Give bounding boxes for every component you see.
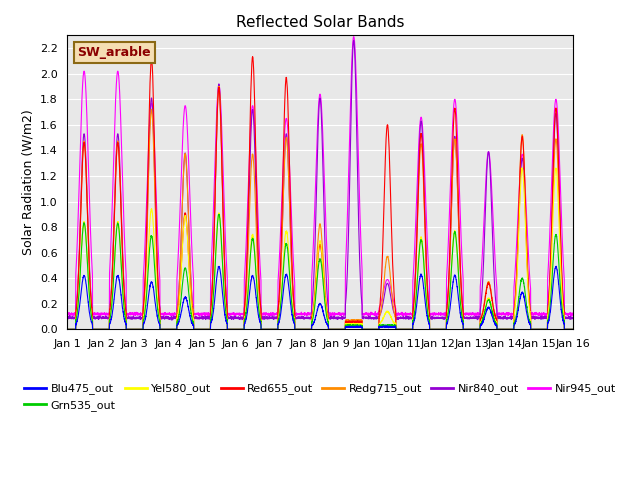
Nir840_out — [568, 314, 576, 320]
Grn535_out — [405, 326, 413, 332]
Grn535_out — [63, 326, 71, 332]
Title: Reflected Solar Bands: Reflected Solar Bands — [236, 15, 404, 30]
Nir840_out — [433, 315, 441, 321]
Yel580_out — [433, 326, 441, 332]
Red655_out — [154, 281, 162, 287]
Blu475_out — [433, 326, 441, 332]
Grn535_out — [301, 326, 308, 332]
Nir840_out — [301, 315, 308, 321]
Line: Blu475_out: Blu475_out — [67, 266, 573, 329]
Red655_out — [405, 326, 413, 332]
Grn535_out — [462, 326, 470, 332]
Red655_out — [63, 326, 71, 332]
Line: Red655_out: Red655_out — [67, 57, 573, 329]
Red655_out — [569, 326, 577, 332]
Red655_out — [462, 326, 470, 332]
Yel580_out — [569, 326, 577, 332]
Yel580_out — [568, 326, 576, 332]
Redg715_out — [154, 288, 162, 293]
Blu475_out — [552, 264, 560, 269]
Nir945_out — [433, 311, 441, 317]
Redg715_out — [63, 326, 71, 332]
Line: Yel580_out: Yel580_out — [67, 168, 573, 329]
Y-axis label: Solar Radiation (W/m2): Solar Radiation (W/m2) — [21, 109, 34, 255]
Redg715_out — [433, 326, 441, 332]
Yel580_out — [63, 326, 71, 332]
Nir945_out — [301, 310, 308, 315]
Redg715_out — [569, 326, 577, 332]
Nir840_out — [569, 315, 577, 321]
Nir945_out — [405, 312, 413, 317]
Yel580_out — [518, 165, 526, 171]
Nir840_out — [168, 317, 176, 323]
Red655_out — [301, 326, 308, 332]
Blu475_out — [63, 326, 71, 332]
Blu475_out — [154, 318, 162, 324]
Line: Nir945_out: Nir945_out — [67, 36, 573, 316]
Nir840_out — [350, 37, 358, 43]
Line: Redg715_out: Redg715_out — [67, 86, 573, 329]
Nir945_out — [568, 312, 576, 317]
Nir840_out — [462, 315, 470, 321]
Redg715_out — [215, 84, 223, 89]
Grn535_out — [154, 310, 162, 315]
Red655_out — [249, 54, 257, 60]
Line: Grn535_out: Grn535_out — [67, 215, 573, 329]
Grn535_out — [433, 326, 441, 332]
Nir945_out — [350, 34, 358, 39]
Nir945_out — [154, 244, 162, 250]
Yel580_out — [301, 326, 308, 332]
Blu475_out — [568, 326, 576, 332]
Yel580_out — [405, 326, 413, 332]
Red655_out — [568, 326, 576, 332]
Redg715_out — [568, 326, 576, 332]
Nir945_out — [462, 312, 470, 317]
Redg715_out — [301, 326, 308, 332]
Line: Nir840_out: Nir840_out — [67, 40, 573, 320]
Blu475_out — [461, 326, 469, 332]
Grn535_out — [569, 326, 577, 332]
Yel580_out — [461, 326, 469, 332]
Blu475_out — [301, 326, 308, 332]
Nir840_out — [154, 283, 162, 289]
Nir945_out — [63, 311, 71, 317]
Grn535_out — [568, 326, 576, 332]
Nir945_out — [569, 311, 577, 316]
Blu475_out — [569, 326, 577, 332]
Yel580_out — [154, 304, 162, 310]
Nir840_out — [405, 316, 413, 322]
Nir945_out — [567, 313, 575, 319]
Legend: Blu475_out, Grn535_out, Yel580_out, Red655_out, Redg715_out, Nir840_out, Nir945_: Blu475_out, Grn535_out, Yel580_out, Red6… — [20, 379, 620, 415]
Red655_out — [433, 326, 441, 332]
Nir840_out — [63, 315, 71, 321]
Blu475_out — [405, 326, 413, 332]
Text: SW_arable: SW_arable — [77, 46, 151, 59]
Redg715_out — [462, 326, 470, 332]
Grn535_out — [215, 212, 223, 217]
Redg715_out — [405, 326, 413, 332]
